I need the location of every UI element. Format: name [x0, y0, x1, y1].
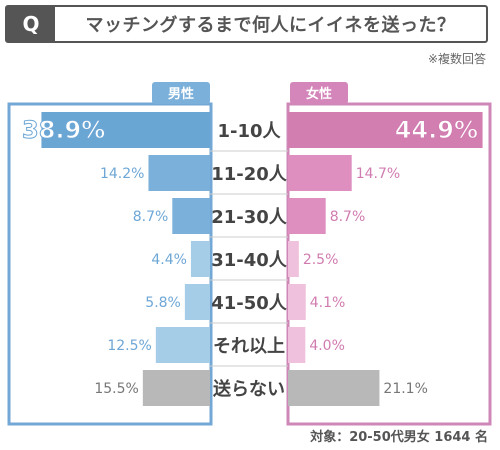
category-label: 21-30人: [211, 207, 288, 228]
male-bar: [184, 284, 210, 320]
q-badge: Q: [7, 7, 55, 41]
category-label: 1-10人: [217, 121, 281, 142]
male-frame: [7, 102, 213, 426]
female-value-label: 2.5%: [303, 252, 339, 268]
male-value-label: 15.5%: [94, 381, 138, 397]
female-value-label: 44.9%: [395, 116, 478, 144]
female-bar: [288, 241, 299, 277]
male-bar: [41, 112, 210, 148]
male-value-label: 8.7%: [133, 209, 169, 225]
category-label: それ以上: [213, 336, 285, 357]
male-value-label: 4.4%: [151, 252, 187, 268]
male-value-label: 12.5%: [107, 338, 151, 354]
category-label: 送らない: [212, 378, 285, 400]
female-bar: [288, 112, 483, 148]
male-bar: [142, 370, 210, 406]
male-value-label: 14.2%: [100, 166, 144, 182]
male-bar: [148, 155, 210, 191]
female-value-label: 4.0%: [309, 338, 345, 354]
female-value-label: 4.1%: [310, 295, 346, 311]
female-value-label: 8.7%: [330, 209, 366, 225]
male-series-tab: [152, 82, 210, 104]
category-label: 31-40人: [211, 250, 288, 271]
male-value-label: 38.9%: [22, 116, 105, 144]
female-value-label: 21.1%: [383, 381, 427, 397]
male-series-label: 男性: [168, 86, 194, 102]
male-value-label: 5.8%: [145, 295, 181, 311]
female-series-tab: [290, 82, 348, 104]
female-bar: [288, 284, 306, 320]
female-bar: [288, 155, 352, 191]
category-label: 11-20人: [211, 164, 288, 185]
female-bar: [288, 327, 306, 363]
male-bar: [172, 198, 210, 234]
category-label: 41-50人: [211, 293, 288, 314]
question-header: Q マッチングするまで何人にイイネを送った？: [5, 5, 488, 43]
survey-subject: 対象：20-50代男女 1644 名: [310, 430, 488, 445]
female-value-label: 14.7%: [356, 166, 400, 182]
female-bar: [288, 198, 326, 234]
female-bar: [288, 370, 380, 406]
multiple-answer-note: ※複数回答: [427, 52, 486, 66]
male-bar: [155, 327, 210, 363]
female-series-label: 女性: [306, 86, 332, 102]
question-title: マッチングするまで何人にイイネを送った？: [85, 15, 456, 36]
male-bar: [190, 241, 210, 277]
